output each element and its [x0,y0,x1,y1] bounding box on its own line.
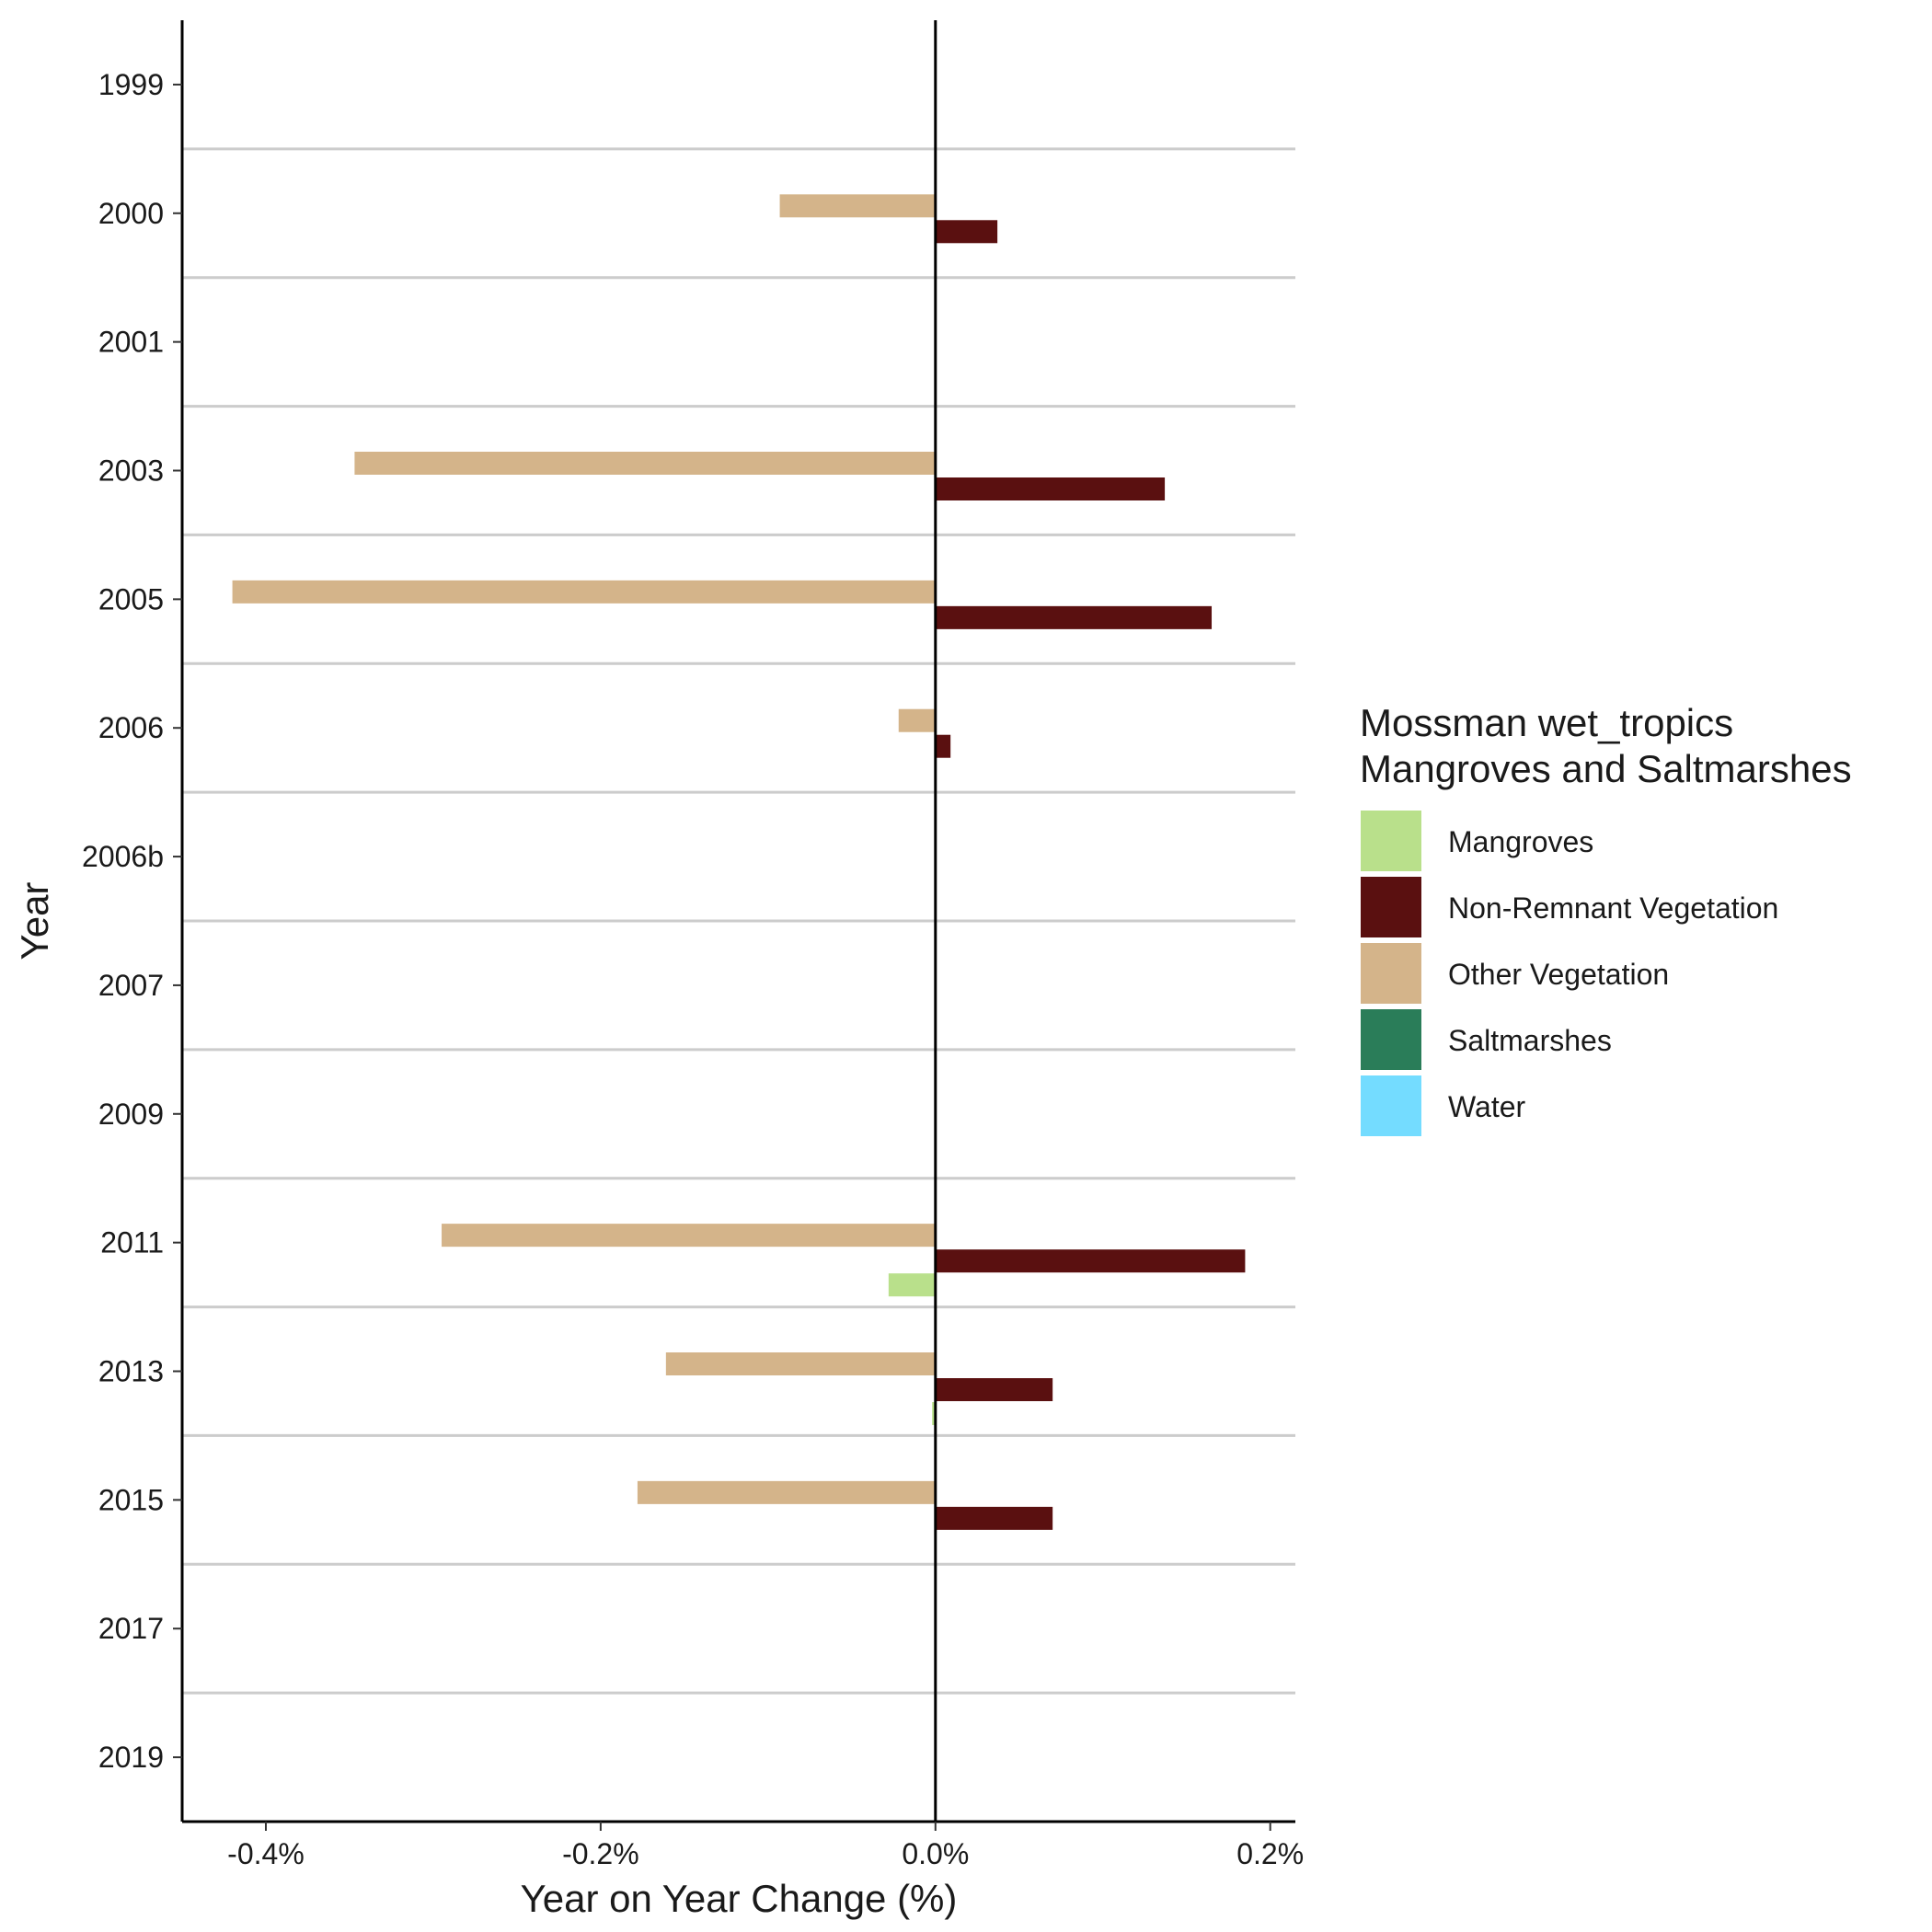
bar-non-remnant-vegetation-2006 [935,734,951,758]
bar-other-vegetation-2000 [779,194,936,218]
y-tick-label: 2007 [98,969,164,1002]
bar-other-vegetation-2013 [665,1352,936,1375]
y-tick-label: 1999 [98,68,164,101]
legend-label: Non-Remnant Vegetation [1448,891,1778,925]
y-tick-label: 2000 [98,197,164,230]
bar-non-remnant-vegetation-2005 [935,605,1213,629]
bar-mangroves-2013 [932,1402,936,1425]
legend-swatch [1359,941,1423,1006]
x-tick-label: 0.2% [1236,1837,1304,1870]
y-tick-label: 2013 [98,1355,164,1388]
tick-labels: -0.4% -0.2% 0.0% 0.2% 1999 2000 2001 2003 2005 20… [82,68,1304,1870]
legend-label: Other Vegetation [1448,958,1669,991]
legend-swatch [1359,809,1423,873]
legend-swatch [1359,1074,1423,1138]
x-tick-label: -0.2% [562,1837,639,1870]
legend-label: Mangroves [1448,825,1593,858]
y-tick-label: 2001 [98,326,164,359]
y-tick-label: 2003 [98,454,164,488]
bar-non-remnant-vegetation-2013 [935,1378,1053,1401]
bar-other-vegetation-2005 [232,580,936,604]
legend-title-line-2: Mangroves and Saltmarshes [1360,747,1852,790]
legend-label: Saltmarshes [1448,1024,1612,1057]
legend-swatch [1359,875,1423,939]
bar-other-vegetation-2006 [898,708,936,732]
bar-non-remnant-vegetation-2015 [935,1506,1053,1530]
x-tick-label: 0.0% [902,1837,969,1870]
bar-non-remnant-vegetation-2003 [935,477,1166,500]
y-tick-label: 2017 [98,1612,164,1645]
y-tick-label: 2019 [98,1741,164,1774]
legend-swatch [1359,1007,1423,1072]
y-tick-label: 2011 [100,1226,164,1259]
y-axis-title: Year [13,882,56,960]
legend-items: Mangroves Non-Remnant Vegetation Other Veg… [1359,809,1778,1138]
y-tick-label: 2015 [98,1483,164,1516]
y-tick-label: 2005 [98,582,164,615]
x-tick-label: -0.4% [227,1837,305,1870]
axes [180,20,1295,1823]
x-axis-title: Year on Year Change (%) [521,1877,958,1920]
grid-lines [182,147,1295,1695]
bar-non-remnant-vegetation-2011 [935,1249,1246,1273]
legend-label: Water [1448,1090,1526,1123]
bar-mangroves-2011 [888,1273,936,1297]
bar-other-vegetation-2015 [637,1480,936,1504]
legend-title-line-1: Mossman wet_tropics [1360,701,1733,744]
bar-other-vegetation-2011 [442,1224,936,1248]
y-tick-label: 2009 [98,1098,164,1131]
bar-other-vegetation-2003 [354,452,936,475]
y-tick-label: 2006b [82,840,164,873]
y-tick-label: 2006 [98,711,164,744]
bars [232,194,1246,1530]
legend: Mossman wet_tropics Mangroves and Saltma… [1359,701,1852,1138]
bar-non-remnant-vegetation-2000 [935,220,998,244]
